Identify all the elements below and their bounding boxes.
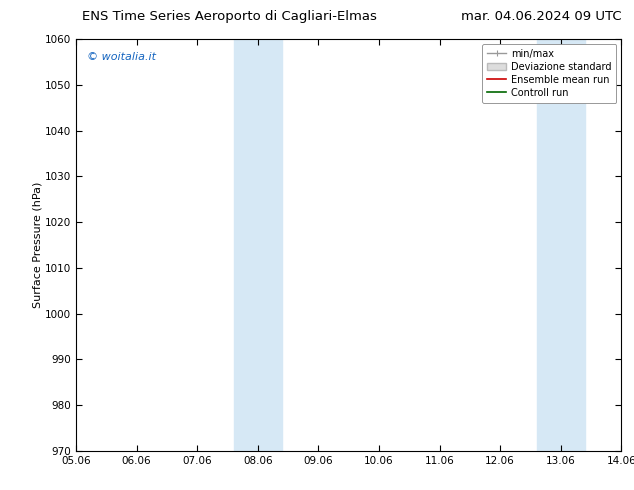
Text: ENS Time Series Aeroporto di Cagliari-Elmas: ENS Time Series Aeroporto di Cagliari-El… <box>82 10 377 23</box>
Bar <box>536 39 560 451</box>
Y-axis label: Surface Pressure (hPa): Surface Pressure (hPa) <box>32 182 42 308</box>
Bar <box>258 39 282 451</box>
Legend: min/max, Deviazione standard, Ensemble mean run, Controll run: min/max, Deviazione standard, Ensemble m… <box>482 44 616 102</box>
Text: mar. 04.06.2024 09 UTC: mar. 04.06.2024 09 UTC <box>461 10 621 23</box>
Bar <box>233 39 258 451</box>
Bar <box>560 39 585 451</box>
Text: © woitalia.it: © woitalia.it <box>87 51 156 62</box>
